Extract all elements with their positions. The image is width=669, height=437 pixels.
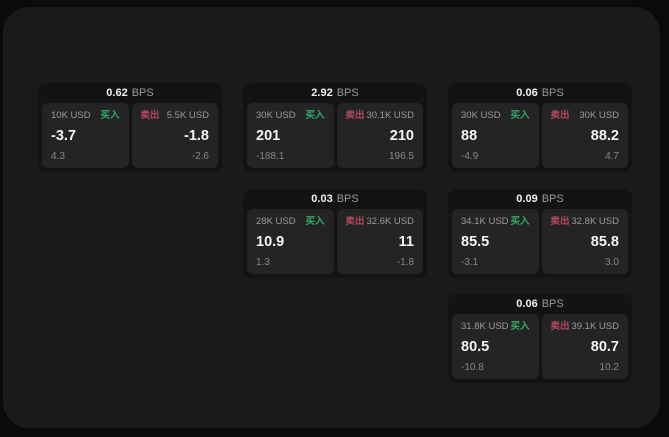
buy-side-label: 买入 bbox=[510, 216, 530, 227]
buy-delta: 4.3 bbox=[51, 151, 65, 162]
bps-unit: BPS bbox=[541, 193, 564, 205]
sell-delta: 3.0 bbox=[605, 257, 619, 268]
sell-quote-panel[interactable]: 卖出 30.1K USD 210 196.5 bbox=[336, 103, 423, 168]
sell-amount: 30.1K USD bbox=[366, 110, 414, 121]
buy-quote-panel[interactable]: 10K USD 买入 -3.7 4.3 bbox=[42, 103, 129, 168]
quote-card: 2.92 BPS 30K USD 买入 201 -188.1 卖出 30.1K … bbox=[243, 83, 427, 172]
bps-header: 0.06 BPS bbox=[452, 83, 628, 103]
buy-quote-panel[interactable]: 28K USD 买入 10.9 1.3 bbox=[247, 209, 334, 274]
sell-price: 11 bbox=[398, 234, 414, 250]
buy-delta: -188.1 bbox=[256, 151, 285, 162]
bps-header: 0.62 BPS bbox=[42, 83, 218, 103]
sell-price: 85.8 bbox=[590, 234, 619, 250]
sell-price: -1.8 bbox=[184, 128, 209, 144]
buy-quote-panel[interactable]: 30K USD 买入 201 -188.1 bbox=[247, 103, 334, 168]
buy-side-label: 买入 bbox=[305, 110, 325, 121]
bps-value: 0.62 bbox=[106, 87, 128, 99]
sell-side-label: 卖出 bbox=[550, 110, 570, 121]
buy-side-label: 买入 bbox=[305, 216, 325, 227]
sell-delta: -1.8 bbox=[396, 257, 414, 268]
buy-price: 88 bbox=[461, 128, 478, 144]
bps-unit: BPS bbox=[541, 87, 564, 99]
buy-amount: 30K USD bbox=[461, 110, 501, 121]
bps-value: 0.09 bbox=[516, 193, 538, 205]
buy-delta: 1.3 bbox=[256, 257, 270, 268]
sell-delta: -2.6 bbox=[191, 151, 209, 162]
bps-value: 0.06 bbox=[516, 298, 538, 310]
sell-side-label: 卖出 bbox=[550, 321, 570, 332]
sell-delta: 4.7 bbox=[605, 151, 619, 162]
sell-amount: 32.8K USD bbox=[571, 216, 619, 227]
buy-amount: 31.8K USD bbox=[461, 321, 509, 332]
buy-side-label: 买入 bbox=[510, 321, 530, 332]
bps-header: 2.92 BPS bbox=[247, 83, 423, 103]
sell-delta: 10.2 bbox=[599, 362, 619, 373]
bps-value: 0.06 bbox=[516, 87, 538, 99]
bps-unit: BPS bbox=[336, 87, 359, 99]
quote-card: 0.62 BPS 10K USD 买入 -3.7 4.3 卖出 5.5K USD… bbox=[38, 83, 222, 172]
bps-value: 0.03 bbox=[311, 193, 333, 205]
quote-card: 0.09 BPS 34.1K USD 买入 85.5 -3.1 卖出 32.8K… bbox=[448, 189, 632, 278]
sell-quote-panel[interactable]: 卖出 32.6K USD 11 -1.8 bbox=[336, 209, 423, 274]
buy-quote-panel[interactable]: 34.1K USD 买入 85.5 -3.1 bbox=[452, 209, 539, 274]
buy-amount: 10K USD bbox=[51, 110, 91, 121]
sell-quote-panel[interactable]: 卖出 30K USD 88.2 4.7 bbox=[541, 103, 628, 168]
sell-side-label: 卖出 bbox=[140, 110, 160, 121]
buy-price: 10.9 bbox=[256, 234, 285, 250]
buy-delta: -3.1 bbox=[461, 257, 479, 268]
bps-header: 0.06 BPS bbox=[452, 294, 628, 314]
bps-header: 0.09 BPS bbox=[452, 189, 628, 209]
bps-unit: BPS bbox=[131, 87, 154, 99]
buy-delta: -4.9 bbox=[461, 151, 479, 162]
buy-amount: 28K USD bbox=[256, 216, 296, 227]
app-window: 0.62 BPS 10K USD 买入 -3.7 4.3 卖出 5.5K USD… bbox=[3, 7, 660, 428]
sell-amount: 32.6K USD bbox=[366, 216, 414, 227]
sell-amount: 5.5K USD bbox=[166, 110, 209, 121]
buy-side-label: 买入 bbox=[510, 110, 530, 121]
buy-delta: -10.8 bbox=[461, 362, 484, 373]
quote-card: 0.06 BPS 31.8K USD 买入 80.5 -10.8 卖出 39.1… bbox=[448, 294, 632, 383]
sell-quote-panel[interactable]: 卖出 39.1K USD 80.7 10.2 bbox=[541, 314, 628, 379]
buy-price: 85.5 bbox=[461, 234, 490, 250]
sell-quote-panel[interactable]: 卖出 5.5K USD -1.8 -2.6 bbox=[131, 103, 218, 168]
buy-price: 80.5 bbox=[461, 339, 490, 355]
bps-unit: BPS bbox=[541, 298, 564, 310]
buy-price: 201 bbox=[256, 128, 281, 144]
sell-side-label: 卖出 bbox=[345, 110, 365, 121]
sell-quote-panel[interactable]: 卖出 32.8K USD 85.8 3.0 bbox=[541, 209, 628, 274]
buy-quote-panel[interactable]: 31.8K USD 买入 80.5 -10.8 bbox=[452, 314, 539, 379]
sell-price: 210 bbox=[389, 128, 414, 144]
sell-side-label: 卖出 bbox=[550, 216, 570, 227]
bps-header: 0.03 BPS bbox=[247, 189, 423, 209]
sell-side-label: 卖出 bbox=[345, 216, 365, 227]
buy-amount: 30K USD bbox=[256, 110, 296, 121]
buy-quote-panel[interactable]: 30K USD 买入 88 -4.9 bbox=[452, 103, 539, 168]
sell-delta: 196.5 bbox=[388, 151, 414, 162]
buy-amount: 34.1K USD bbox=[461, 216, 509, 227]
buy-price: -3.7 bbox=[51, 128, 76, 144]
sell-amount: 30K USD bbox=[579, 110, 619, 121]
bps-value: 2.92 bbox=[311, 87, 333, 99]
sell-amount: 39.1K USD bbox=[571, 321, 619, 332]
buy-side-label: 买入 bbox=[100, 110, 120, 121]
sell-price: 88.2 bbox=[590, 128, 619, 144]
quote-card: 0.03 BPS 28K USD 买入 10.9 1.3 卖出 32.6K US… bbox=[243, 189, 427, 278]
bps-unit: BPS bbox=[336, 193, 359, 205]
quote-card: 0.06 BPS 30K USD 买入 88 -4.9 卖出 30K USD 8… bbox=[448, 83, 632, 172]
sell-price: 80.7 bbox=[590, 339, 619, 355]
